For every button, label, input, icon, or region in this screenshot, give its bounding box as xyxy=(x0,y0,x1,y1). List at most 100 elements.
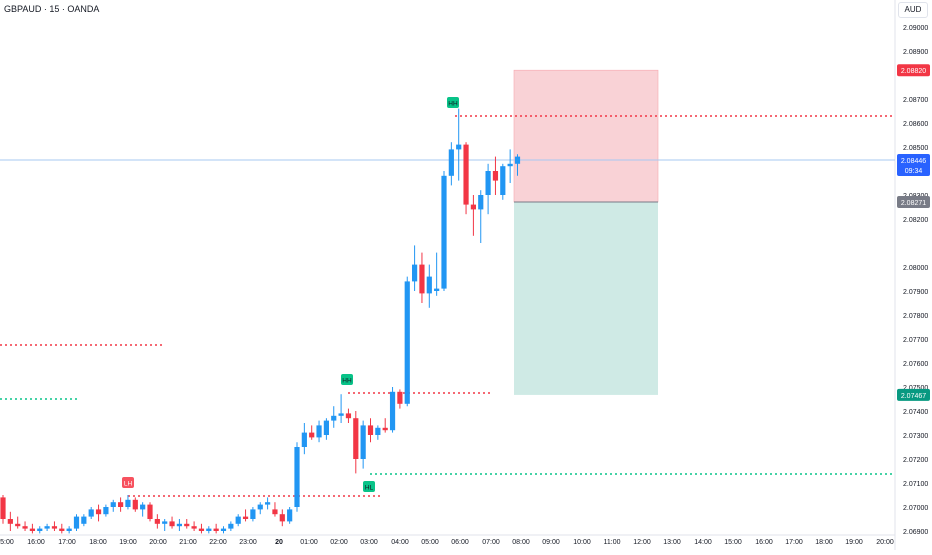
candle-body[interactable] xyxy=(15,523,21,527)
candle-body[interactable] xyxy=(287,509,293,522)
currency-button[interactable]: AUD xyxy=(898,2,928,18)
candle-body[interactable] xyxy=(301,432,307,447)
candle-body[interactable] xyxy=(478,195,484,210)
candle-body[interactable] xyxy=(250,509,256,519)
candle-body[interactable] xyxy=(353,418,359,459)
candle-body[interactable] xyxy=(397,391,403,404)
time-axis-label: 17:00 xyxy=(58,539,76,546)
current-price-badge-bg xyxy=(897,153,930,176)
candle-body[interactable] xyxy=(426,276,432,294)
candle-body[interactable] xyxy=(294,447,300,507)
candle-body[interactable] xyxy=(272,509,278,515)
candle-body[interactable] xyxy=(514,156,521,164)
candle-body[interactable] xyxy=(73,516,80,529)
candle-body[interactable] xyxy=(206,528,212,531)
candle-body[interactable] xyxy=(169,521,175,527)
candle-body[interactable] xyxy=(463,144,469,205)
candle-body[interactable] xyxy=(360,425,366,459)
marker-hl-bg[interactable] xyxy=(363,481,375,492)
take-profit-zone[interactable] xyxy=(514,201,658,395)
candle-body[interactable] xyxy=(51,526,58,529)
marker-hh-high: HH xyxy=(448,101,458,108)
stop-loss-zone[interactable] xyxy=(513,69,659,203)
marker-hh-low: HH xyxy=(342,378,352,385)
candle-body[interactable] xyxy=(81,516,87,524)
candle-body[interactable] xyxy=(485,171,491,195)
candle-body[interactable] xyxy=(375,427,381,435)
candle-body[interactable] xyxy=(389,391,396,431)
price-tick-label: 2.08500 xyxy=(903,145,928,152)
candle-body[interactable] xyxy=(198,528,205,531)
candle-body[interactable] xyxy=(184,523,190,527)
price-tick-label: 2.08000 xyxy=(903,265,928,272)
time-axis-label: 09:00 xyxy=(542,539,560,546)
candle-body[interactable] xyxy=(500,166,506,195)
marker-hh-high-bg[interactable] xyxy=(447,97,459,108)
marker-lh: LH xyxy=(124,481,133,488)
candle-body[interactable] xyxy=(154,519,160,524)
candle-body[interactable] xyxy=(66,528,72,531)
candle-body[interactable] xyxy=(59,528,65,531)
candle-body[interactable] xyxy=(323,420,329,435)
time-axis-label: 15:00 xyxy=(724,539,742,546)
candle-body[interactable] xyxy=(88,509,94,517)
candle-body[interactable] xyxy=(110,502,116,507)
candle-body[interactable] xyxy=(434,288,440,291)
candle-body[interactable] xyxy=(220,528,227,531)
candle-body[interactable] xyxy=(140,504,146,510)
time-axis-label: 20 xyxy=(275,539,283,546)
candle-body[interactable] xyxy=(176,523,182,527)
time-axis-label: 15:00 xyxy=(0,539,14,546)
candle-body[interactable] xyxy=(22,526,28,529)
candle-body[interactable] xyxy=(103,507,109,515)
candle-body[interactable] xyxy=(132,499,138,510)
time-axis-label: 08:00 xyxy=(512,539,530,546)
time-axis-label: 10:00 xyxy=(573,539,591,546)
time-axis-label: 02:00 xyxy=(330,539,348,546)
candle-body[interactable] xyxy=(470,204,476,210)
candle-body[interactable] xyxy=(191,526,197,529)
candle-body[interactable] xyxy=(345,413,352,419)
candle-body[interactable] xyxy=(456,144,462,150)
time-axis-label: 19:00 xyxy=(119,539,137,546)
candle-body[interactable] xyxy=(0,497,6,519)
candle-body[interactable] xyxy=(7,519,13,524)
candle-body[interactable] xyxy=(419,264,425,294)
time-axis-label: 01:00 xyxy=(300,539,318,546)
candle-body[interactable] xyxy=(29,528,35,531)
current-price-badge: 2.08446 xyxy=(901,158,926,165)
time-axis-label: 14:00 xyxy=(694,539,712,546)
candle-body[interactable] xyxy=(448,149,454,176)
candle-body[interactable] xyxy=(441,175,447,289)
price-tick-label: 2.07700 xyxy=(903,337,928,344)
candle-body[interactable] xyxy=(213,528,219,531)
marker-hh-low-bg[interactable] xyxy=(341,374,353,385)
candle-body[interactable] xyxy=(338,413,344,416)
candle-body[interactable] xyxy=(242,516,249,519)
candle-body[interactable] xyxy=(331,415,337,421)
candle-body[interactable] xyxy=(367,425,374,435)
candle-body[interactable] xyxy=(44,526,50,529)
candle-body[interactable] xyxy=(316,425,322,438)
candle-body[interactable] xyxy=(95,509,102,515)
candle-body[interactable] xyxy=(404,281,410,404)
candle-body[interactable] xyxy=(125,499,131,507)
time-axis-label: 23:00 xyxy=(239,539,257,546)
candle-body[interactable] xyxy=(37,528,43,531)
candle-body[interactable] xyxy=(147,504,153,519)
candle-body[interactable] xyxy=(412,264,418,282)
candle-body[interactable] xyxy=(118,502,124,507)
candle-body[interactable] xyxy=(492,171,499,181)
candle-body[interactable] xyxy=(235,516,241,524)
candle-body[interactable] xyxy=(507,163,513,167)
candle-body[interactable] xyxy=(279,514,285,522)
candle-body[interactable] xyxy=(257,504,263,510)
candle-body[interactable] xyxy=(162,521,168,524)
candle-body[interactable] xyxy=(265,502,271,505)
candle-body[interactable] xyxy=(309,432,315,438)
marker-lh-bg[interactable] xyxy=(122,477,134,488)
candle-body[interactable] xyxy=(382,427,388,431)
candle-body[interactable] xyxy=(228,523,234,529)
